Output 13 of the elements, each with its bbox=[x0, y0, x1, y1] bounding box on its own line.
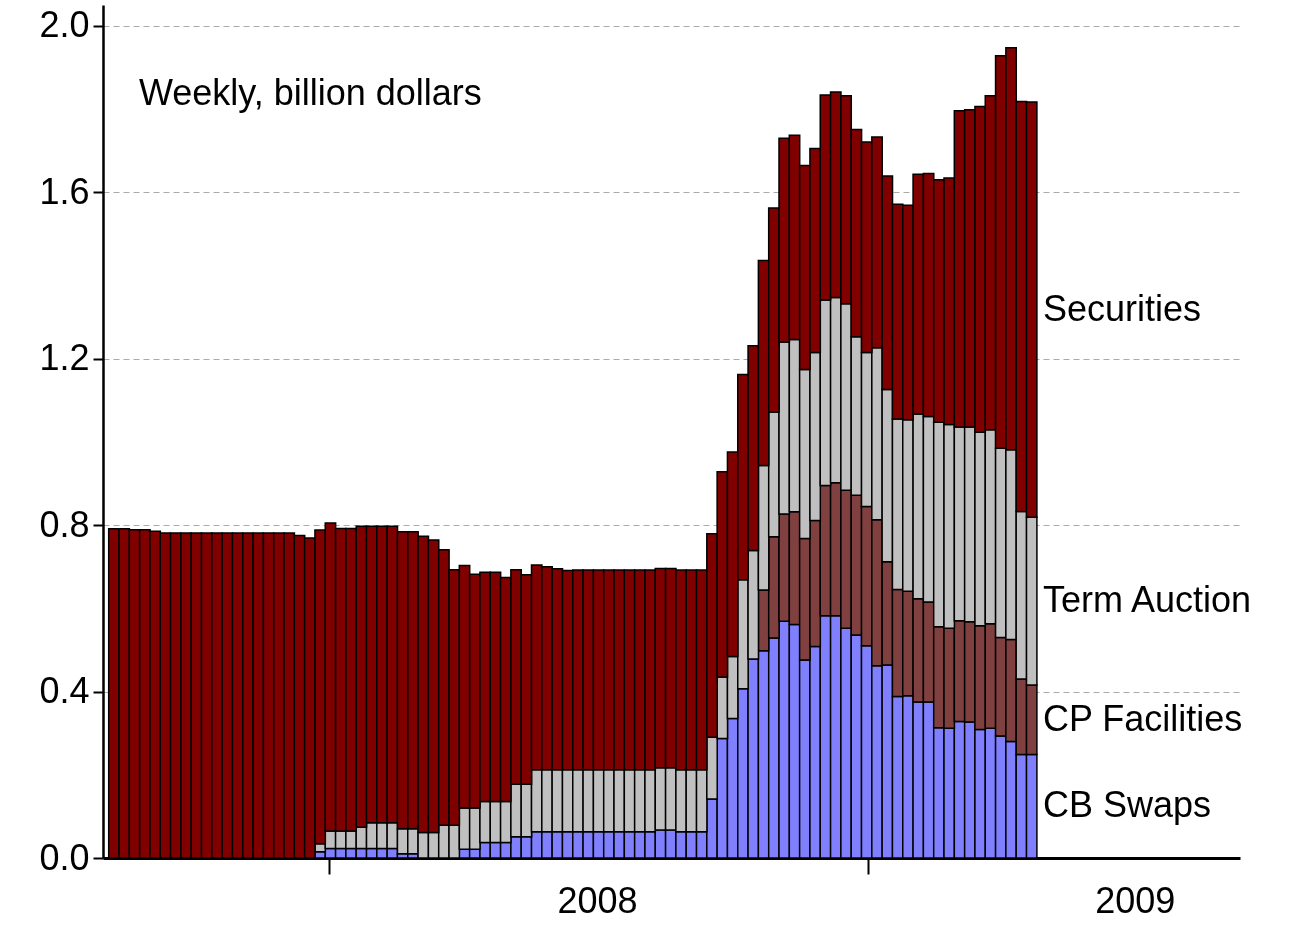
y-tick-label: 0.4 bbox=[39, 670, 90, 712]
series-label: Term Auction bbox=[1042, 579, 1251, 621]
series-label: Securities bbox=[1042, 287, 1201, 329]
y-tick-label: 1.2 bbox=[39, 337, 90, 379]
series-label: CB Swaps bbox=[1042, 784, 1211, 826]
y-tick-label: 2.0 bbox=[39, 4, 90, 46]
annotation: Weekly, billion dollars bbox=[139, 72, 482, 113]
x-tick-label: 2009 bbox=[1095, 879, 1176, 921]
series-label: CP Facilities bbox=[1042, 697, 1243, 739]
y-tick-label: 0.0 bbox=[39, 836, 90, 878]
y-tick-label: 0.8 bbox=[39, 503, 90, 545]
y-tick-label: 1.6 bbox=[39, 170, 90, 212]
x-tick-label: 2008 bbox=[557, 879, 638, 921]
